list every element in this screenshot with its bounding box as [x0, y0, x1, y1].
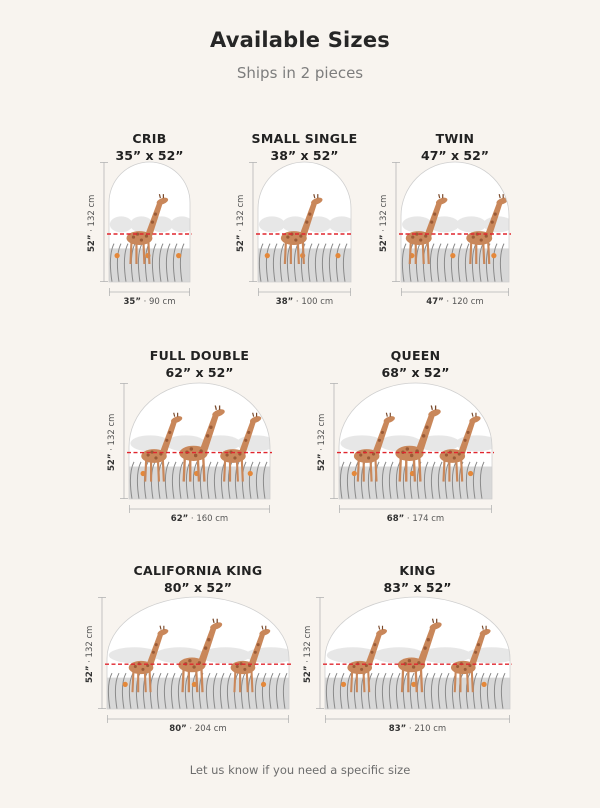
height-label: 52” · 132 cm: [303, 625, 313, 683]
height-cm: 132 cm: [107, 413, 117, 446]
size-name: SMALL SINGLE: [251, 131, 358, 146]
width-inches: 47”: [426, 297, 444, 307]
height-cm: 132 cm: [303, 625, 313, 658]
mural-preview: [105, 596, 291, 710]
width-label: 47” · 120 cm: [426, 297, 484, 307]
mural-preview: [337, 382, 494, 500]
size-name: CALIFORNIA KING: [133, 563, 263, 578]
width-label: 38” · 100 cm: [275, 297, 334, 307]
width-inches: 35”: [123, 297, 141, 307]
height-inches: 52”: [87, 234, 97, 252]
mural-preview: [127, 382, 272, 500]
width-cm: 100 cm: [301, 297, 334, 307]
size-name: TWIN: [435, 131, 475, 146]
size-name: QUEEN: [390, 348, 441, 363]
height-inches: 52”: [85, 665, 95, 683]
size-dimensions: 80” x 52”: [164, 580, 232, 595]
mural-preview: [107, 161, 192, 283]
height-label: 52” · 132 cm: [236, 194, 246, 252]
width-cm: 174 cm: [412, 514, 445, 524]
giraffe-illustration: [395, 405, 441, 482]
size-dimensions: 68” x 52”: [381, 365, 450, 380]
giraffe-illustration: [178, 618, 223, 693]
width-cm: 90 cm: [149, 297, 176, 307]
width-label: 35” · 90 cm: [123, 297, 176, 307]
width-cm: 120 cm: [451, 297, 484, 307]
width-inches: 83”: [388, 724, 407, 734]
width-inches: 68”: [386, 514, 405, 524]
height-cm: 132 cm: [236, 194, 246, 227]
width-dimension-line: [325, 715, 510, 723]
width-label: 80” · 204 cm: [169, 724, 227, 734]
width-cm: 160 cm: [196, 514, 229, 524]
width-inches: 80”: [169, 724, 187, 734]
width-inches: 38”: [275, 297, 294, 307]
height-label: 52” · 132 cm: [379, 194, 389, 252]
mural-preview: [256, 161, 353, 283]
width-dimension-line: [258, 288, 351, 296]
height-inches: 52”: [236, 234, 246, 252]
width-label: 68” · 174 cm: [386, 514, 445, 524]
giraffe-illustration: [179, 405, 225, 482]
height-inches: 52”: [107, 453, 117, 471]
giraffe-illustration: [466, 194, 508, 265]
foliage-illustration: [258, 243, 351, 282]
height-inches: 52”: [317, 453, 327, 471]
mural-preview: [399, 161, 511, 283]
width-dimension-line: [107, 715, 289, 723]
height-dimension-line: [120, 383, 128, 499]
width-label: 83” · 210 cm: [388, 724, 447, 734]
height-dimension-line: [100, 162, 108, 282]
height-cm: 132 cm: [379, 194, 389, 227]
height-label: 52” · 132 cm: [85, 625, 95, 683]
height-cm: 132 cm: [317, 413, 327, 446]
height-dimension-line: [98, 597, 106, 709]
height-label: 52” · 132 cm: [87, 194, 97, 252]
width-dimension-line: [129, 505, 270, 513]
height-dimension-line: [316, 597, 324, 709]
foliage-illustration: [325, 672, 510, 709]
height-label: 52” · 132 cm: [107, 413, 117, 471]
height-cm: 132 cm: [85, 625, 95, 658]
height-label: 52” · 132 cm: [317, 413, 327, 471]
width-dimension-line: [109, 288, 190, 296]
giraffe-illustration: [439, 412, 481, 482]
height-inches: 52”: [379, 234, 389, 252]
page-subtitle: Ships in 2 pieces: [236, 64, 364, 82]
height-dimension-line: [249, 162, 257, 282]
size-dimensions: 35” x 52”: [115, 148, 184, 163]
size-name: CRIB: [132, 131, 167, 146]
foliage-illustration: [107, 672, 289, 709]
mural-preview: [323, 596, 512, 710]
size-dimensions: 62” x 52”: [165, 365, 234, 380]
footer-note: Let us know if you need a specific size: [189, 763, 411, 777]
size-name: KING: [399, 563, 436, 578]
height-dimension-line: [330, 383, 338, 499]
size-dimensions: 47” x 52”: [421, 148, 489, 163]
size-dimensions: 83” x 52”: [383, 580, 452, 595]
width-cm: 204 cm: [194, 724, 227, 734]
height-cm: 132 cm: [87, 194, 97, 227]
width-label: 62” · 160 cm: [170, 514, 229, 524]
giraffe-illustration: [126, 194, 169, 265]
width-cm: 210 cm: [414, 724, 447, 734]
width-dimension-line: [339, 505, 492, 513]
foliage-illustration: [109, 243, 190, 282]
giraffe-illustration: [450, 625, 491, 693]
width-dimension-line: [401, 288, 509, 296]
height-inches: 52”: [303, 665, 313, 683]
page-title: Available Sizes: [209, 28, 390, 52]
foliage-illustration: [401, 243, 509, 282]
giraffe-illustration: [397, 618, 442, 693]
size-dimensions: 38” x 52”: [270, 148, 339, 163]
size-name: FULL DOUBLE: [149, 348, 250, 363]
height-dimension-line: [392, 162, 400, 282]
width-inches: 62”: [170, 514, 189, 524]
